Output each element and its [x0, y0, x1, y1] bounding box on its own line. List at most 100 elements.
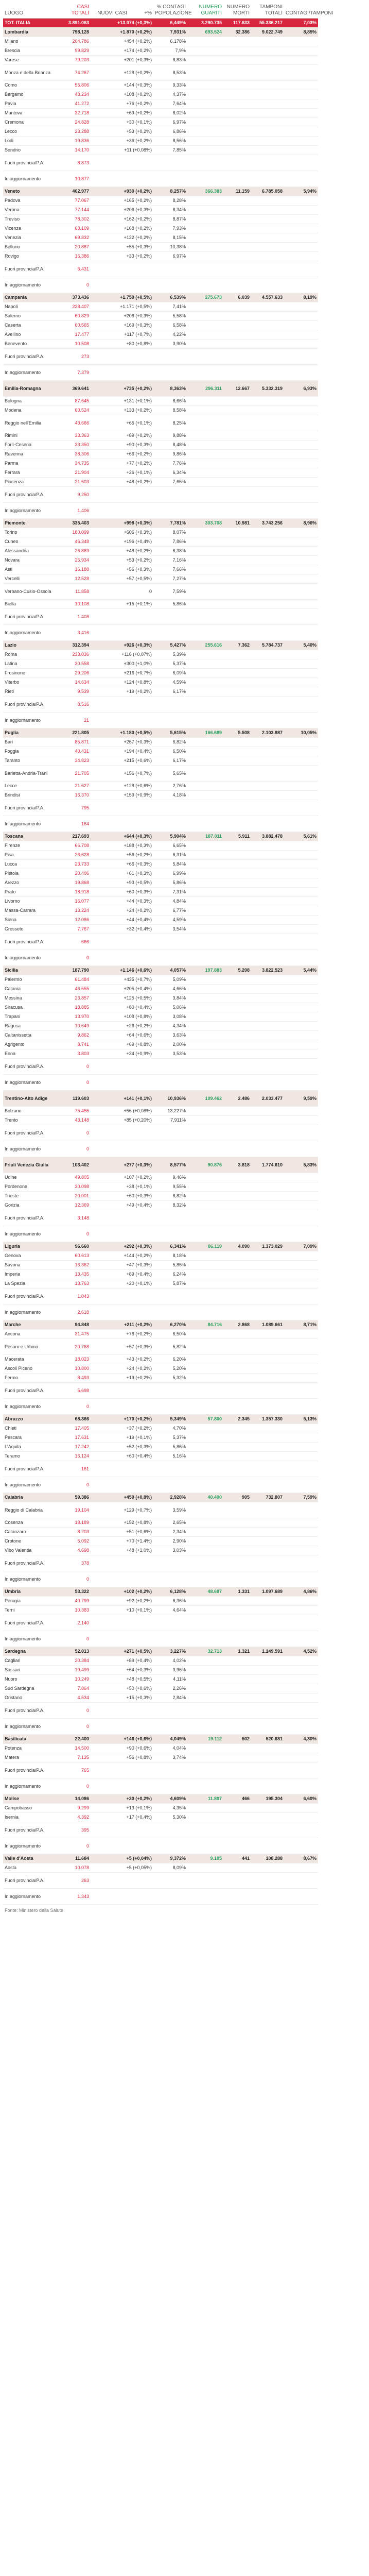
province-nuovi — [91, 816, 153, 832]
province-casi: 4.698 — [57, 1546, 91, 1555]
region-row[interactable]: Puglia 221.805 +1.180 (+0,5%) 5,615% 166.689… — [3, 728, 366, 738]
province-casi: 78.302 — [57, 214, 91, 224]
region-row[interactable]: Trentino-Alto Adige 119.603 +141 (+0,1%) 10… — [3, 1090, 366, 1107]
province-empty-cell — [187, 1571, 223, 1587]
province-nuovi: +169 (+0,3%) — [91, 320, 153, 330]
province-casi: 21 — [57, 712, 91, 728]
region-tamponi: 3.822.523 — [251, 965, 284, 975]
province-nuovi: +80 (+0,4%) — [91, 1003, 153, 1012]
region-row[interactable]: Lazio 312.394 +926 (+0,3%) 5,427% 255.616 7.3… — [3, 640, 366, 650]
province-empty-cell — [284, 302, 318, 312]
region-row[interactable]: Lombardia 798.128 +1.870 (+0,2%) 7,931% 693.… — [3, 27, 366, 37]
province-empty-cell — [284, 924, 318, 934]
province-empty-cell — [284, 486, 318, 503]
region-tamponi: 5.332.319 — [251, 380, 284, 397]
province-pct: 6,77% — [153, 906, 187, 916]
region-casi: 53.322 — [57, 1587, 91, 1597]
province-nuovi: +53 (+0,2%) — [91, 127, 153, 137]
province-row: Savona 16.362 +47 (+0,3%) 5,85% — [3, 1260, 366, 1270]
province-row: Padova 77.067 +165 (+0,2%) 8,28% — [3, 196, 366, 206]
header-nuovi-casi[interactable]: NUOVI CASI — [91, 0, 129, 19]
province-name: Avellino — [3, 330, 57, 340]
province-row: Udine 49.805 +107 (+0,2%) 9,46% — [3, 1173, 366, 1182]
region-casi: 221.805 — [57, 728, 91, 738]
region-casi: 103.402 — [57, 1157, 91, 1173]
province-empty-cell — [187, 915, 223, 925]
region-name: Calabria — [3, 1493, 57, 1502]
province-row: Pisa 26.628 +56 (+0,2%) 6,31% — [3, 850, 366, 860]
province-casi: 7.767 — [57, 924, 91, 934]
province-name: Pistoia — [3, 869, 57, 878]
province-nuovi: +13 (+0,1%) — [91, 1803, 153, 1813]
province-casi: 43.666 — [57, 415, 91, 431]
province-empty-cell — [187, 1451, 223, 1461]
region-row[interactable]: Liguria 96.660 +292 (+0,3%) 6,341% 86.119 4.0… — [3, 1242, 366, 1251]
province-row: Caltanissetta 9.862 +64 (+0,6%) 3,63% — [3, 1030, 366, 1040]
region-row[interactable]: Valle d'Aosta 11.684 +5 (+0,04%) 9,372% 9.10… — [3, 1854, 366, 1863]
region-row[interactable]: Sicilia 187.790 +1.146 (+0,6%) 4,057% 197.88… — [3, 965, 366, 975]
region-name: Basilicata — [3, 1734, 57, 1744]
region-row[interactable]: Molise 14.086 +30 (+0,2%) 4,609% 11.807 466 19… — [3, 1794, 366, 1804]
province-pct: 8,53% — [153, 64, 187, 81]
province-pct — [153, 1615, 187, 1631]
region-row[interactable]: Calabria 59.386 +450 (+0,8%) 2,928% 40.400 90… — [3, 1493, 366, 1502]
header-guariti[interactable]: NUMERO GUARITI — [187, 0, 223, 19]
province-row: Brescia 99.829 +174 (+0,2%) 7,9% — [3, 46, 366, 56]
province-empty-cell — [251, 1442, 284, 1452]
province-empty-cell — [284, 1812, 318, 1822]
region-guariti: 84.716 — [187, 1320, 223, 1330]
province-casi: 33.363 — [57, 431, 91, 440]
province-empty-cell — [251, 1003, 284, 1012]
region-row[interactable]: Basilicata 22.400 +146 (+0,6%) 4,049% 19.112… — [3, 1734, 366, 1744]
header-contagi-popolazione[interactable]: % CONTAGI POPOLAZIONE — [153, 0, 192, 19]
province-empty-cell — [251, 1173, 284, 1182]
region-guariti: 86.119 — [187, 1242, 223, 1251]
province-casi: 0 — [57, 1141, 91, 1157]
region-row[interactable]: Emilia-Romagna 369.641 +735 (+0,2%) 8,363% 2… — [3, 380, 366, 397]
province-pct: 5,37% — [153, 659, 187, 669]
province-nuovi: +56 (+0,3%) — [91, 565, 153, 574]
region-row[interactable]: Toscana 217.693 +644 (+0,3%) 5,904% 187.011 5… — [3, 832, 366, 841]
province-name: Rovigo — [3, 251, 57, 261]
province-name: Milano — [3, 37, 57, 46]
province-casi: 24.828 — [57, 117, 91, 127]
province-pct: 3,84% — [153, 993, 187, 1003]
region-row[interactable]: Veneto 402.977 +930 (+0,2%) 8,257% 366.383 11… — [3, 187, 366, 196]
header-morti[interactable]: NUMERO MORTI — [223, 0, 251, 19]
province-empty-cell — [284, 1021, 318, 1031]
header-contagi-tamponi[interactable]: CONTAGI/TAMPONI — [284, 0, 333, 19]
province-name: Latina — [3, 659, 57, 669]
header-luogo[interactable]: LUOGO — [3, 0, 57, 19]
province-empty-cell — [187, 712, 223, 728]
province-row: Pordenone 30.098 +38 (+0,1%) 9,55% — [3, 1182, 366, 1192]
province-name: Udine — [3, 1173, 57, 1182]
province-empty-cell — [223, 1461, 251, 1477]
province-empty-cell — [284, 502, 318, 519]
province-nuovi — [91, 1477, 153, 1493]
province-nuovi — [91, 624, 153, 641]
region-row[interactable]: Marche 94.848 +211 (+0,2%) 6,270% 84.716 2.86… — [3, 1320, 366, 1330]
province-nuovi: +19 (+0,1%) — [91, 1433, 153, 1443]
province-name: Mantova — [3, 108, 57, 118]
region-row[interactable]: Sardegna 52.013 +271 (+0,5%) 3,227% 32.713 1.… — [3, 1647, 366, 1656]
province-empty-cell — [284, 555, 318, 565]
region-casi: 402.977 — [57, 187, 91, 196]
region-row[interactable]: Friuli Venezia Giulia 103.402 +277 (+0,3%)… — [3, 1157, 366, 1173]
region-row[interactable]: Campania 373.436 +1.750 (+0,5%) 6,539% 275.6… — [3, 293, 366, 302]
region-row[interactable]: Abruzzo 68.366 +170 (+0,2%) 5,349% 57.800 2.3… — [3, 1414, 366, 1424]
province-row: Fuori provincia/P.A. 263 — [3, 1872, 366, 1889]
header-casi-totali[interactable]: CASI TOTALI — [57, 0, 91, 19]
header-tamponi[interactable]: TAMPONI TOTALI — [251, 0, 284, 19]
region-row[interactable]: Umbria 53.322 +102 (+0,2%) 6,128% 48.687 1.33… — [3, 1587, 366, 1597]
total-row: TOT. ITALIA 3.891.063 +13.074 (+0,3%) 6,… — [3, 18, 366, 28]
province-row: Lecce 21.627 +128 (+0,6%) 2,76% — [3, 781, 366, 791]
header-percent[interactable]: +% — [129, 0, 153, 19]
province-empty-cell — [251, 1838, 284, 1854]
province-empty-cell — [284, 108, 318, 118]
province-row: Monza e della Brianza 74.267 +128 (+0,2%) 8… — [3, 64, 366, 81]
province-empty-cell — [187, 1762, 223, 1778]
province-empty-cell — [284, 1030, 318, 1040]
region-row[interactable]: Piemonte 335.403 +998 (+0,3%) 7,781% 303.708… — [3, 518, 366, 528]
province-empty-cell — [284, 747, 318, 756]
province-pct: 6,17% — [153, 687, 187, 697]
